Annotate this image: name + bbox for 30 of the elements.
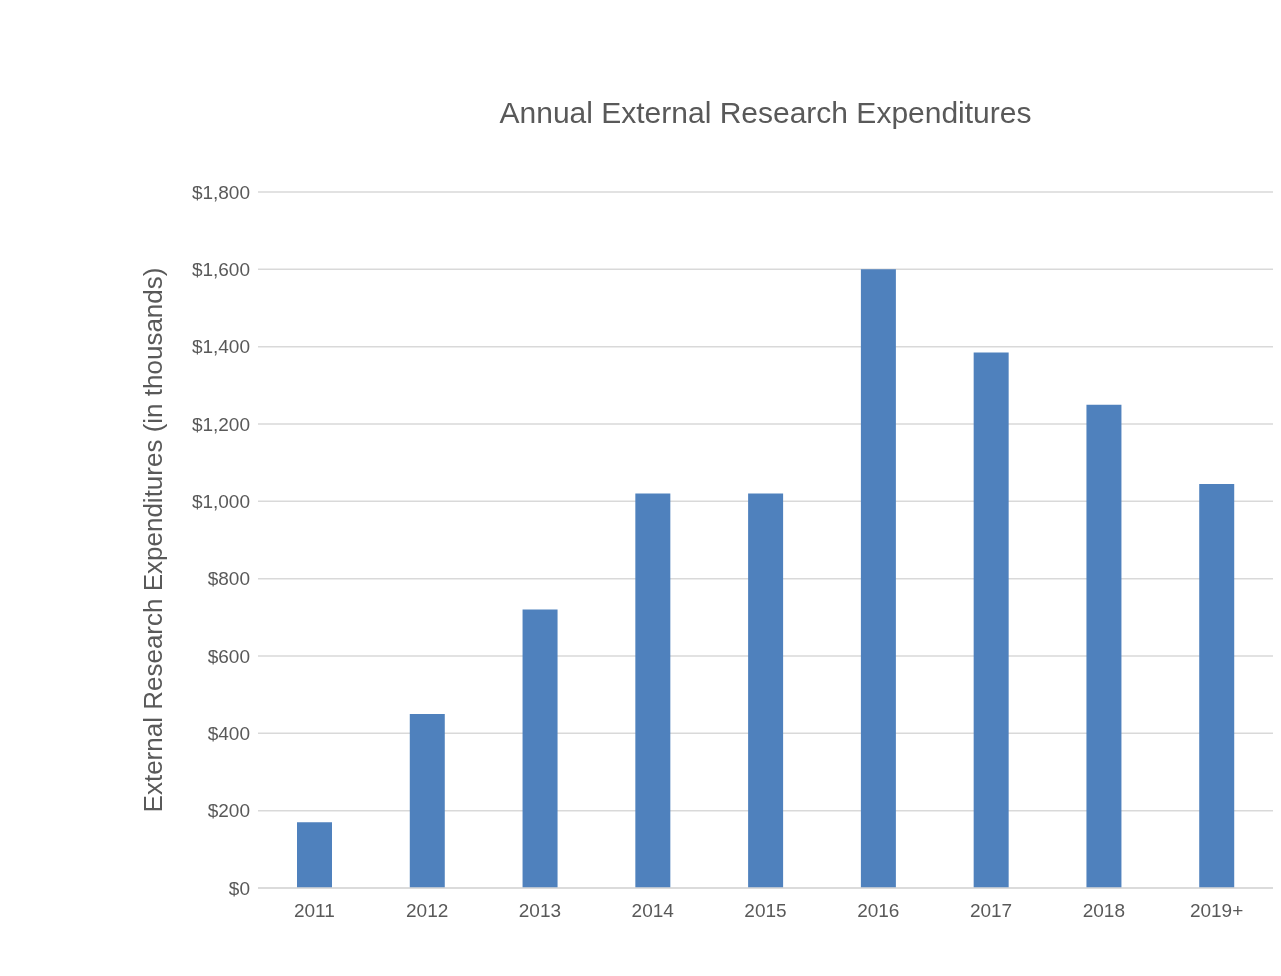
x-tick-label: 2019+ bbox=[1189, 900, 1244, 922]
bar bbox=[1199, 483, 1235, 888]
y-tick-label: $1,200 bbox=[191, 413, 250, 435]
bar bbox=[297, 822, 332, 888]
x-tick-label: 2016 bbox=[857, 900, 900, 922]
bar bbox=[522, 609, 558, 888]
bar bbox=[748, 493, 784, 888]
bar bbox=[409, 714, 445, 888]
x-tick-label: 2015 bbox=[744, 900, 787, 922]
y-tick-label: $1,000 bbox=[191, 491, 250, 513]
y-tick-label: $0 bbox=[228, 877, 250, 899]
x-tick-label: 2013 bbox=[518, 900, 562, 922]
y-axis-title: External Research Expenditures (in thousands) bbox=[138, 267, 169, 813]
bar bbox=[860, 269, 896, 888]
y-tick-label: $800 bbox=[207, 568, 250, 590]
chart-title: Annual External Research Expenditures bbox=[498, 96, 1033, 130]
bar bbox=[1086, 404, 1122, 888]
y-tick-label: $1,400 bbox=[191, 336, 250, 358]
bar bbox=[973, 352, 1009, 888]
x-tick-label: 2012 bbox=[406, 900, 449, 922]
y-tick-label: $200 bbox=[207, 800, 250, 822]
y-tick-label: $1,600 bbox=[191, 259, 250, 281]
bar bbox=[635, 493, 671, 888]
x-tick-label: 2018 bbox=[1082, 900, 1125, 922]
x-tick-label: 2011 bbox=[293, 900, 335, 922]
y-tick-label: $600 bbox=[207, 645, 250, 667]
x-tick-label: 2014 bbox=[631, 900, 675, 922]
y-tick-label: $400 bbox=[207, 723, 250, 745]
x-tick-label: 2017 bbox=[969, 900, 1013, 922]
y-tick-label: $1,800 bbox=[191, 181, 250, 203]
